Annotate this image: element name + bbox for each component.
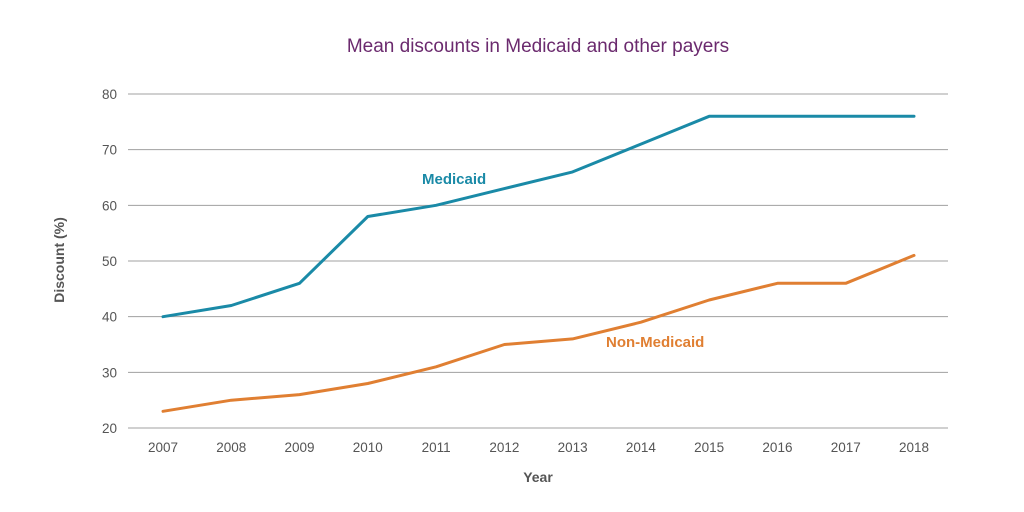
x-tick-label-2013: 2013 (558, 440, 588, 455)
y-tick-label-30: 30 (102, 365, 117, 380)
y-tick-label-60: 60 (102, 198, 117, 213)
chart-title: Mean discounts in Medicaid and other pay… (347, 36, 729, 57)
series-lines (161, 114, 916, 413)
x-axis-title: Year (523, 469, 553, 485)
y-tick-label-70: 70 (102, 143, 117, 158)
gridlines (128, 93, 948, 429)
y-tick-label-80: 80 (102, 87, 117, 102)
x-tick-label-2011: 2011 (422, 440, 451, 455)
x-tick-label-2015: 2015 (694, 440, 724, 455)
y-tick-label-20: 20 (102, 421, 117, 436)
x-tick-label-2017: 2017 (831, 440, 861, 455)
x-tick-label-2008: 2008 (216, 440, 246, 455)
x-tick-label-2014: 2014 (626, 440, 657, 455)
series-line-non-medicaid (161, 253, 916, 413)
x-tick-label-2012: 2012 (489, 440, 519, 455)
x-axis-ticks: 2007 2008 2009 2010 2011 2012 2013 2014 2015 2016… (148, 440, 929, 455)
x-tick-label-2016: 2016 (762, 440, 792, 455)
x-tick-label-2007: 2007 (148, 440, 178, 455)
x-tick-label-2010: 2010 (353, 440, 383, 455)
y-axis-ticks: 20 30 40 50 60 70 80 (102, 87, 117, 436)
series-line-medicaid (161, 114, 916, 319)
series-label-non-medicaid: Non-Medicaid (606, 334, 704, 351)
y-tick-label-50: 50 (102, 254, 117, 269)
y-axis-title: Discount (%) (51, 217, 67, 303)
x-tick-label-2009: 2009 (285, 440, 315, 455)
y-tick-label-40: 40 (102, 310, 117, 325)
x-tick-label-2018: 2018 (899, 440, 929, 455)
series-label-medicaid: Medicaid (422, 171, 486, 188)
